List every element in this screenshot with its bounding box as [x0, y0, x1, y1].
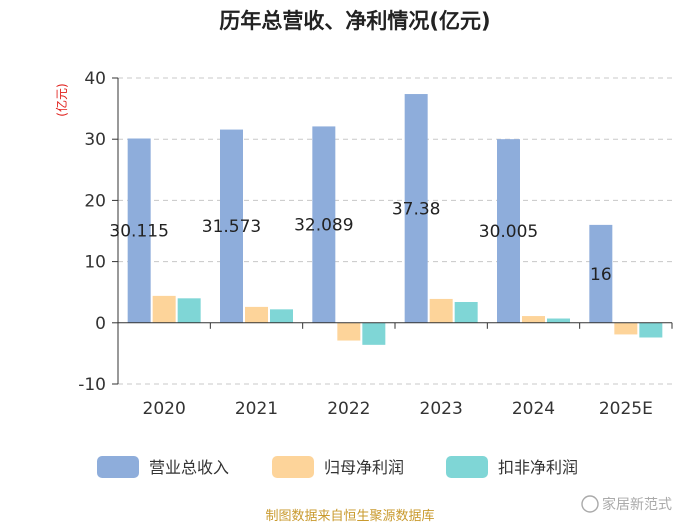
y-tick-label-30: 30 — [84, 130, 106, 150]
x-tick-label-2020: 2020 — [143, 399, 186, 419]
x-tick-label-2023: 2023 — [420, 399, 463, 419]
y-tick-label-0: 0 — [95, 314, 106, 334]
weibo-logo-icon — [581, 495, 599, 513]
bar-2024-series-1 — [522, 316, 545, 323]
bar-2025E-series-0 — [589, 224, 613, 323]
data-labels-layer: 30.115 31.573 32.089 37.38 30.005 16 — [109, 199, 611, 284]
bar-2022-series-1 — [337, 322, 361, 341]
bar-2022-series-0 — [312, 126, 336, 323]
data-label-2022: 32.089 — [294, 216, 353, 236]
y-tick-label--10: -10 — [78, 375, 106, 395]
legend-label-series-1: 归母净利润 — [324, 458, 404, 477]
y-tick-label-20: 20 — [84, 191, 106, 211]
bar-2025E-series-2 — [639, 322, 663, 338]
x-tick-label-2022: 2022 — [327, 399, 370, 419]
bar-2024-series-2 — [547, 318, 570, 323]
axis-layer: -10 0 10 20 30 40 2020 2021 2022 2023 2024 2025E — [78, 69, 673, 419]
bar-2022-series-2 — [362, 322, 386, 345]
bar-2025E-series-1 — [614, 322, 638, 335]
bars-layer — [127, 94, 663, 345]
bar-2023-series-2 — [454, 301, 478, 323]
y-tick-label-40: 40 — [84, 69, 106, 89]
watermark-text: 家居新范式 — [602, 496, 672, 513]
legend-label-series-2: 扣非净利润 — [498, 458, 578, 477]
x-tick-label-2021: 2021 — [235, 399, 278, 419]
y-tick-label-10: 10 — [84, 253, 106, 273]
bar-2020-series-2 — [177, 298, 201, 323]
bar-2023-series-1 — [429, 298, 453, 323]
y-axis-unit-label: (亿元) — [54, 83, 69, 116]
x-tick-label-2025E: 2025E — [599, 399, 653, 419]
bar-2020-series-0 — [127, 138, 151, 323]
legend-swatch-series-1 — [272, 456, 314, 478]
bar-2021-series-2 — [270, 309, 293, 323]
grid-layer — [118, 77, 672, 385]
bar-2023-series-0 — [404, 94, 428, 323]
x-tick-label-2024: 2024 — [512, 399, 555, 419]
bar-2024-series-0 — [497, 139, 520, 323]
data-label-2024: 30.005 — [479, 222, 538, 242]
data-label-2023: 37.38 — [392, 199, 441, 219]
bar-2021-series-1 — [245, 306, 268, 323]
data-source-note: 制图数据来自恒生聚源数据库 — [265, 508, 434, 524]
bar-2020-series-1 — [152, 295, 176, 323]
data-label-2020: 30.115 — [109, 222, 168, 242]
watermark: 家居新范式 — [581, 495, 672, 513]
legend-label-series-0: 营业总收入 — [149, 458, 229, 477]
chart-title: 历年总营收、净利情况(亿元) — [219, 9, 490, 33]
legend-swatch-series-2 — [446, 456, 488, 478]
legend: 营业总收入 归母净利润 扣非净利润 — [97, 456, 578, 478]
data-label-2021: 31.573 — [202, 217, 261, 237]
data-label-2025E: 16 — [590, 265, 612, 285]
legend-swatch-series-0 — [97, 456, 139, 478]
bar-2021-series-0 — [220, 129, 243, 323]
